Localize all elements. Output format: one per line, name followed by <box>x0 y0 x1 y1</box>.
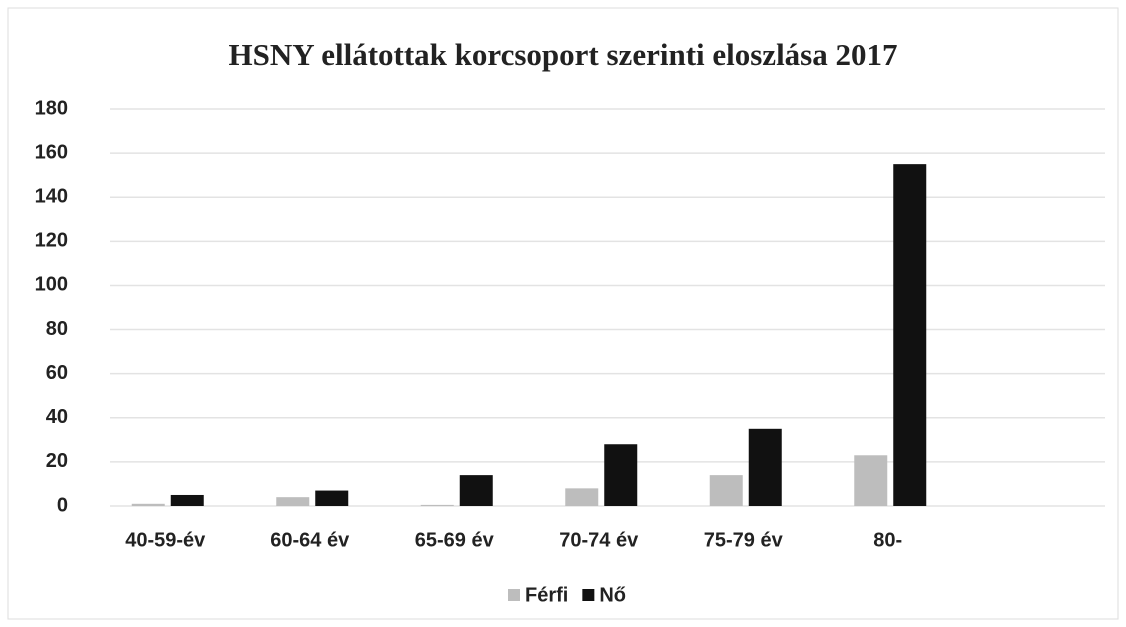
bar <box>131 503 165 506</box>
bar <box>893 164 927 506</box>
y-tick-label: 0 <box>57 494 68 516</box>
x-tick-label: 75-79 év <box>704 529 784 551</box>
y-tick-label: 120 <box>35 230 68 252</box>
legend-label: Nő <box>599 584 626 606</box>
y-tick-label: 100 <box>35 274 68 296</box>
bar <box>748 428 782 506</box>
y-tick-label: 60 <box>46 362 68 384</box>
x-tick-label: 60-64 év <box>270 529 350 551</box>
x-tick-label: 40-59-év <box>125 529 206 551</box>
bar <box>170 494 204 506</box>
y-tick-label: 40 <box>46 406 68 428</box>
bar <box>459 475 493 506</box>
y-tick-label: 160 <box>35 141 68 163</box>
legend-label: Férfi <box>525 584 568 606</box>
bar <box>315 490 349 506</box>
x-tick-label: 65-69 év <box>415 529 495 551</box>
x-tick-label: 80- <box>873 529 902 551</box>
bar <box>604 444 638 506</box>
y-tick-label: 80 <box>46 318 68 340</box>
chart-border <box>7 7 1119 620</box>
y-tick-label: 180 <box>35 97 68 119</box>
bar <box>709 475 743 506</box>
bar <box>854 455 888 506</box>
bar <box>276 497 310 506</box>
y-tick-label: 140 <box>35 186 68 208</box>
y-tick-label: 20 <box>46 450 68 472</box>
bar <box>420 504 454 506</box>
x-tick-label: 70-74 év <box>559 529 639 551</box>
legend-swatch <box>508 589 520 601</box>
chart-title: HSNY ellátottak korcsoport szerinti elos… <box>228 37 897 72</box>
legend-swatch <box>582 589 595 601</box>
bar <box>565 488 599 506</box>
